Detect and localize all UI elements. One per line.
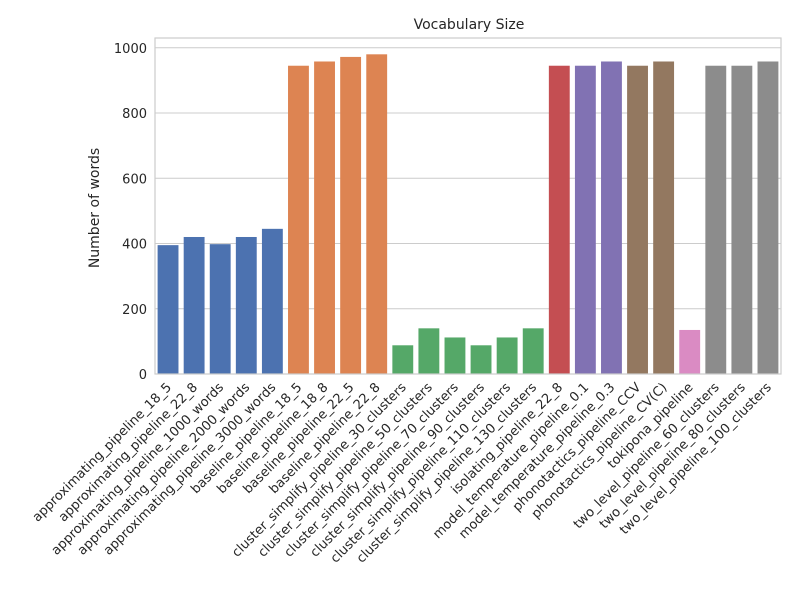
bar-phonotactics-pipeline-ccv bbox=[627, 65, 648, 375]
bar-cluster-simplify-pipeline-50-clusters bbox=[418, 328, 440, 374]
y-tick-label: 200 bbox=[122, 303, 147, 318]
bar-two-level-pipeline-60-clusters bbox=[705, 65, 727, 375]
bar-approximating-pipeline-18-5 bbox=[157, 245, 179, 374]
bar-baseline-pipeline-18-5 bbox=[288, 65, 309, 375]
plot-frame bbox=[154, 37, 782, 375]
bar-cluster-simplify-pipeline-30-clusters bbox=[392, 345, 414, 374]
bar-phonotactics-pipeline-cv-c- bbox=[653, 61, 675, 375]
bar-approximating-pipeline-2000-words bbox=[235, 236, 257, 374]
y-tick-label: 800 bbox=[122, 107, 147, 122]
bar-cluster-simplify-pipeline-110-clusters bbox=[496, 337, 518, 374]
y-tick-label: 1000 bbox=[114, 42, 147, 57]
bar-baseline-pipeline-22-5 bbox=[340, 56, 362, 375]
y-tick-label: 0 bbox=[139, 368, 147, 383]
chart-title: Vocabulary Size bbox=[414, 17, 525, 33]
bar-tokipona-pipeline bbox=[679, 329, 701, 374]
bar-cluster-simplify-pipeline-130-clusters bbox=[522, 328, 544, 374]
bar-isolating-pipeline-22-8 bbox=[548, 65, 570, 375]
bar-baseline-pipeline-22-8 bbox=[366, 54, 388, 375]
x-tick-labels: approximating_pipeline_18_5approximating… bbox=[30, 380, 775, 566]
bar-model-temperature-pipeline-0-1 bbox=[574, 65, 596, 375]
y-tick-label: 600 bbox=[122, 172, 147, 187]
bar-baseline-pipeline-18-8 bbox=[314, 61, 335, 375]
bar-two-level-pipeline-100-clusters bbox=[757, 61, 779, 375]
bar-model-temperature-pipeline-0-3 bbox=[601, 61, 622, 375]
bar-approximating-pipeline-3000-words bbox=[261, 228, 283, 374]
y-tick-labels: 0 200 400 600 800 1000 bbox=[114, 42, 147, 383]
bar-approximating-pipeline-22-8 bbox=[183, 236, 205, 374]
bars bbox=[157, 54, 779, 375]
y-tick-label: 400 bbox=[122, 238, 147, 253]
bar-cluster-simplify-pipeline-70-clusters bbox=[444, 337, 466, 374]
bar-two-level-pipeline-80-clusters bbox=[731, 65, 753, 375]
bar-approximating-pipeline-1000-words bbox=[209, 244, 231, 374]
y-axis-label: Number of words bbox=[87, 148, 103, 268]
bar-cluster-simplify-pipeline-90-clusters bbox=[470, 345, 492, 374]
